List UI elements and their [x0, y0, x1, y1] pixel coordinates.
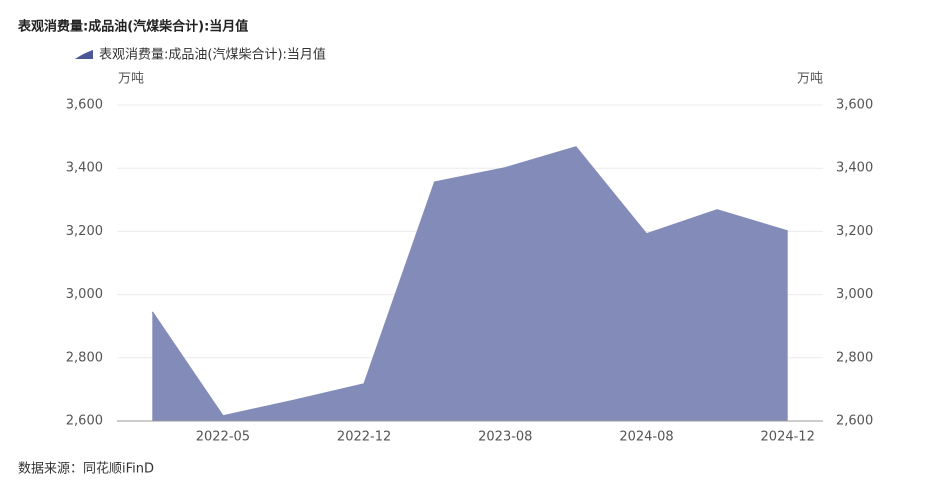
y-tick-label: 2,600: [66, 414, 103, 429]
chart-title: 表观消费量:成品油(汽煤柴合计):当月值: [17, 19, 248, 35]
y-tick-label: 3,600: [66, 98, 103, 113]
source-note: 数据来源：同花顺iFinD: [18, 461, 154, 477]
x-tick-label: 2022-05: [196, 430, 250, 445]
y-tick-label: 2,800: [66, 350, 103, 365]
y2-axis-unit: 万吨: [797, 72, 823, 87]
x-tick-label: 2024-12: [761, 430, 815, 445]
y2-tick-label: 3,000: [836, 287, 873, 302]
y2-tick-label: 2,600: [836, 414, 873, 429]
y2-tick-label: 3,600: [836, 98, 873, 113]
x-tick-label: 2023-08: [478, 430, 532, 445]
y2-tick-label: 2,800: [836, 350, 873, 365]
x-tick-label: 2024-08: [619, 430, 673, 445]
y-axis-unit: 万吨: [118, 72, 144, 87]
y2-tick-label: 3,200: [836, 224, 873, 239]
y-tick-label: 3,200: [66, 224, 103, 239]
area-fill: [152, 147, 788, 421]
legend-icon: [75, 50, 93, 59]
x-tick-label: 2022-12: [337, 430, 391, 445]
y-tick-label: 3,000: [66, 287, 103, 302]
y-tick-label: 3,400: [66, 161, 103, 176]
area-line: [151, 146, 788, 417]
legend-label: 表观消费量:成品油(汽煤柴合计):当月值: [99, 47, 326, 63]
y2-tick-label: 3,400: [836, 161, 873, 176]
